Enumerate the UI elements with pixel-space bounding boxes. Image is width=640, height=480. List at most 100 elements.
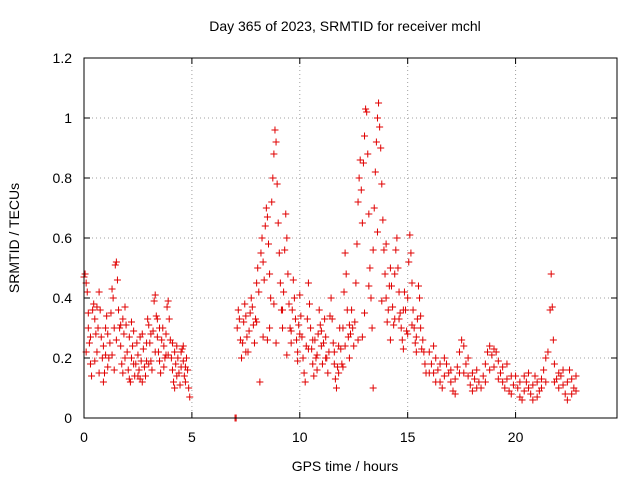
data-point (172, 360, 180, 368)
data-point (125, 375, 133, 383)
data-point (407, 249, 415, 257)
data-point (253, 318, 261, 326)
data-point (106, 339, 114, 347)
data-point (520, 372, 528, 380)
data-point (290, 294, 298, 302)
data-point (394, 264, 402, 272)
data-point (542, 354, 550, 362)
data-point (303, 315, 311, 323)
data-point (386, 264, 394, 272)
data-point (386, 336, 394, 344)
data-point (400, 288, 408, 296)
y-tick-label: 0.6 (53, 230, 73, 246)
data-point (490, 345, 498, 353)
data-point (373, 114, 381, 122)
data-point (89, 306, 97, 314)
data-point (256, 378, 264, 386)
data-point (99, 378, 107, 386)
data-point (352, 279, 360, 287)
data-point (181, 378, 189, 386)
data-point (391, 315, 399, 323)
data-points (80, 99, 580, 422)
data-point (531, 372, 539, 380)
data-point (373, 228, 381, 236)
data-point (135, 366, 143, 374)
data-point (313, 366, 321, 374)
data-point (404, 330, 412, 338)
data-point (162, 330, 170, 338)
data-point (466, 381, 474, 389)
data-point (359, 159, 367, 167)
data-point (381, 270, 389, 278)
data-point (276, 279, 284, 287)
data-point (234, 306, 242, 314)
data-point (351, 318, 359, 326)
data-point (549, 336, 557, 344)
data-point (330, 360, 338, 368)
data-point (301, 378, 309, 386)
data-point (563, 378, 571, 386)
data-point (86, 360, 94, 368)
data-point (443, 360, 451, 368)
data-point (460, 369, 468, 377)
data-point (241, 300, 249, 308)
data-point (540, 366, 548, 374)
data-point (494, 375, 502, 383)
data-point (369, 246, 377, 254)
data-point (255, 288, 263, 296)
data-point (293, 336, 301, 344)
data-point (408, 279, 416, 287)
data-point (496, 369, 504, 377)
data-point (104, 363, 112, 371)
data-point (111, 261, 119, 269)
data-point (330, 348, 338, 356)
data-point (361, 132, 369, 140)
data-point (108, 351, 116, 359)
data-point (392, 246, 400, 254)
data-point (366, 264, 374, 272)
data-point (104, 330, 112, 338)
data-point (460, 342, 468, 350)
data-point (363, 108, 371, 116)
data-point (253, 279, 261, 287)
data-point (404, 294, 412, 302)
data-point (259, 258, 267, 266)
data-point (353, 240, 361, 248)
data-point (107, 309, 115, 317)
data-point (117, 342, 125, 350)
data-point (408, 321, 416, 329)
data-point (263, 213, 271, 221)
data-point (152, 312, 160, 320)
data-point (388, 282, 395, 290)
data-point (464, 372, 472, 380)
data-point (399, 345, 407, 353)
data-point (369, 384, 377, 392)
data-point (547, 270, 555, 278)
data-point (486, 366, 494, 374)
data-point (525, 384, 533, 392)
data-point (434, 366, 442, 374)
data-point (88, 372, 96, 380)
data-point (393, 234, 401, 242)
data-point (165, 315, 173, 323)
data-point (341, 249, 349, 257)
data-point (151, 348, 159, 356)
data-point (130, 327, 138, 335)
data-point (127, 318, 135, 326)
data-point (86, 333, 94, 341)
data-point (285, 300, 293, 308)
data-point (412, 333, 420, 341)
data-point (490, 363, 498, 371)
data-point (357, 186, 365, 194)
data-point (140, 363, 148, 371)
data-point (365, 210, 373, 218)
data-point (115, 306, 123, 314)
data-point (458, 336, 466, 344)
data-point (265, 240, 272, 248)
data-point (382, 240, 390, 248)
data-point (90, 300, 98, 308)
data-point (320, 339, 328, 347)
data-point (254, 264, 262, 272)
data-point (499, 378, 507, 386)
data-point (279, 324, 287, 332)
